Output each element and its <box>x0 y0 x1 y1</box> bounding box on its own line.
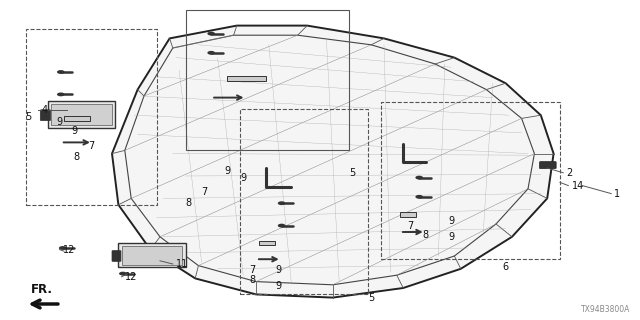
Text: 9: 9 <box>224 166 230 176</box>
Text: 9: 9 <box>275 281 282 292</box>
Circle shape <box>119 272 127 276</box>
Text: 12: 12 <box>63 244 75 255</box>
FancyBboxPatch shape <box>540 162 556 169</box>
Circle shape <box>57 92 65 96</box>
Bar <box>118 243 186 267</box>
Text: 9: 9 <box>72 126 78 136</box>
Bar <box>240 109 368 294</box>
Text: 8: 8 <box>74 152 80 162</box>
FancyBboxPatch shape <box>40 110 51 121</box>
Circle shape <box>207 32 215 36</box>
Circle shape <box>59 246 67 250</box>
Circle shape <box>415 195 423 199</box>
Text: 6: 6 <box>502 262 509 272</box>
Text: 7: 7 <box>250 265 256 276</box>
Text: 14: 14 <box>572 180 584 191</box>
Text: 8: 8 <box>422 230 429 240</box>
Text: 9: 9 <box>240 172 246 183</box>
Bar <box>227 76 266 81</box>
Circle shape <box>278 201 285 205</box>
Bar <box>259 241 275 245</box>
Text: 9: 9 <box>56 116 63 127</box>
Text: 9: 9 <box>448 216 454 226</box>
Text: 7: 7 <box>407 220 413 231</box>
Bar <box>122 246 182 265</box>
Text: 8: 8 <box>250 275 256 285</box>
Text: 7: 7 <box>202 187 208 197</box>
Text: 5: 5 <box>368 292 374 303</box>
Circle shape <box>278 224 285 228</box>
Bar <box>381 102 560 259</box>
Text: TX94B3800A: TX94B3800A <box>581 305 630 314</box>
FancyBboxPatch shape <box>112 251 121 261</box>
Text: 5: 5 <box>349 168 355 178</box>
Text: FR.: FR. <box>31 283 52 296</box>
Polygon shape <box>112 26 554 298</box>
Text: 12: 12 <box>125 272 137 282</box>
Text: 9: 9 <box>275 265 282 276</box>
Bar <box>51 104 112 125</box>
Text: 1: 1 <box>614 188 621 199</box>
Text: 7: 7 <box>88 140 95 151</box>
Text: 8: 8 <box>186 198 192 208</box>
Text: 5: 5 <box>26 112 32 122</box>
Text: 4: 4 <box>42 105 48 116</box>
Bar <box>64 116 90 121</box>
Bar <box>26 29 157 205</box>
Text: 11: 11 <box>176 259 188 269</box>
Bar <box>48 101 115 128</box>
Circle shape <box>57 70 65 74</box>
Circle shape <box>415 176 423 180</box>
Text: 2: 2 <box>566 168 573 178</box>
Circle shape <box>207 51 215 55</box>
Bar <box>400 212 416 217</box>
Bar <box>186 10 349 150</box>
Text: 9: 9 <box>448 232 454 242</box>
